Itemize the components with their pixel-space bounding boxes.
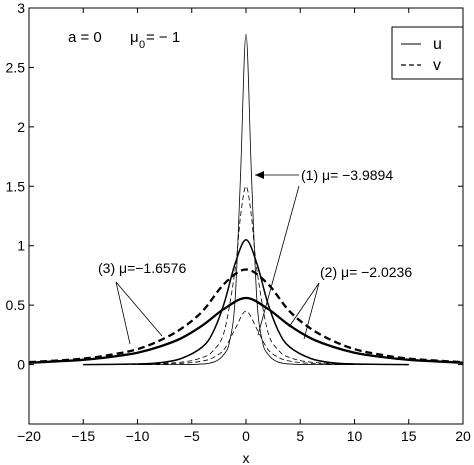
annotation-mode3: (3) μ=−1.6576 [98,260,186,345]
annotation-mode2-label: (2) μ= −2.0236 [320,264,412,280]
annotation-mode2-leader-u [288,282,320,328]
legend-u-label: u [433,36,442,53]
series-mode3-u [28,296,464,364]
annotation-mode3-leader-v [115,281,163,337]
y-tick-label: 2.5 [6,59,26,75]
plot-frame [28,7,464,425]
annotation-mode1: (1) μ= −3.9894 [255,167,393,336]
annotation-mode2-leader-v [303,282,320,340]
y-tick-label: 3 [17,0,25,16]
y-tick-label: 1.5 [6,178,26,194]
x-tick-label: −15 [71,428,95,444]
legend-box [391,26,464,80]
x-tick-label: −5 [184,428,200,444]
param-mu0-symbol: μ [130,29,139,46]
x-tick-label: −20 [17,428,41,444]
series-mode2-v [83,310,409,365]
annotation-mode1-leader [257,185,300,336]
series-mode2-u [83,239,409,366]
x-tick-label: −10 [126,428,150,444]
annotation-mode3-label: (3) μ=−1.6576 [98,260,186,276]
y-tick-label: 0.5 [6,297,26,313]
ticks-layer: −20 −15 −10 −5 0 5 10 15 20 0 0.5 1 1.5 2 2.5 3 [6,0,471,444]
param-mu0-value: = − 1 [146,29,180,46]
series-mode1-u [137,33,355,366]
series-mode3-v [28,268,464,364]
annotation-mode3-leader-u [115,281,131,345]
y-tick-label: 1 [17,238,25,254]
y-tick-label: 2 [17,119,25,135]
legend-v-label: v [433,57,441,74]
x-tick-label: 20 [455,428,471,444]
annotation-mode1-arrowhead [255,171,264,179]
annotation-mode2: (2) μ= −2.0236 [288,264,412,340]
x-axis-label: x [243,450,250,465]
legend: u v [391,26,464,80]
x-tick-label: 5 [296,428,304,444]
annotation-mode1-label: (1) μ= −3.9894 [301,167,393,183]
param-a: a = 0 [68,29,102,46]
x-tick-label: 10 [347,428,363,444]
param-mu0-subscript: 0 [139,39,145,51]
y-tick-label: 0 [17,357,25,373]
x-tick-label: 0 [242,428,250,444]
x-tick-label: 15 [401,428,417,444]
params-annotation: a = 0 μ 0 = − 1 [68,29,180,51]
series-layer [28,33,464,366]
series-mode1-v [83,185,409,365]
